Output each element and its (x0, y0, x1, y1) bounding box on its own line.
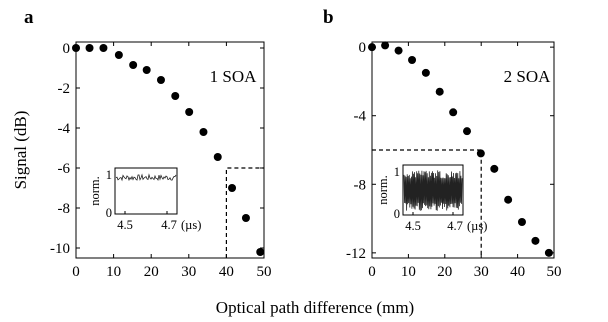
x-tick-label: 0 (368, 264, 376, 280)
inset-y-axis-label: norm. (376, 175, 390, 205)
data-point (435, 87, 444, 96)
data-point (156, 76, 165, 84)
inset: 1 0 norm. 4.5 4.7 (µs) (376, 164, 487, 233)
inset-y-tick-label: 0 (106, 206, 112, 220)
inset: 1 0 norm. 4.5 4.7 (µs) (88, 167, 201, 232)
y-axis-label: Signal (dB) (11, 111, 30, 190)
data-point (199, 128, 208, 136)
data-point (463, 127, 472, 136)
inset-x-tick-label: 4.7 (161, 218, 177, 232)
data-point (531, 236, 540, 245)
x-tick-label: 40 (510, 264, 525, 280)
data-point (394, 46, 403, 55)
data-point (129, 61, 138, 69)
x-tick-label: 40 (219, 264, 234, 280)
data-point (185, 108, 194, 116)
y-tick-label: -8 (58, 201, 71, 217)
panel-annotation: 2 SOA (504, 67, 551, 86)
data-point (490, 164, 499, 173)
inset-x-tick-label: 4.5 (117, 218, 133, 232)
data-point (213, 153, 222, 161)
x-tick-label: 30 (181, 264, 196, 280)
data-point (381, 41, 390, 50)
inset-x-tick-label: 4.7 (447, 219, 463, 233)
inset-y-tick-label: 0 (394, 207, 400, 221)
inset-frame (114, 167, 178, 215)
inset-y-tick-label: 1 (394, 165, 400, 179)
data-point (228, 184, 237, 192)
data-point (256, 248, 265, 256)
data-point (421, 68, 430, 77)
y-tick-label: -2 (58, 81, 71, 97)
x-tick-label: 50 (547, 264, 562, 280)
data-point (544, 248, 553, 257)
inset-x-tick-label: 4.5 (405, 219, 421, 233)
data-point (504, 195, 513, 204)
cutoff-dashed-line (225, 167, 264, 258)
inset-signal-trace (115, 173, 177, 182)
y-tick-label: -8 (354, 177, 367, 193)
y-tick-label: 0 (63, 41, 71, 57)
y-tick-label: -4 (354, 109, 367, 125)
y-tick-label: -10 (50, 241, 70, 257)
shared-x-axis-label: Optical path difference (mm) (216, 298, 414, 317)
data-point (72, 44, 80, 52)
data-point (85, 44, 94, 52)
panel-annotation: 1 SOA (210, 67, 257, 86)
data-point (449, 108, 458, 117)
x-tick-label: 30 (474, 264, 489, 280)
inset-x-unit: (µs) (467, 219, 487, 233)
x-tick-label: 50 (257, 264, 272, 280)
inset-signal-trace (403, 170, 463, 211)
data-point (99, 44, 108, 52)
data-point (368, 43, 376, 52)
x-tick-label: 20 (437, 264, 452, 280)
plot-frame (75, 41, 265, 259)
panel-label: b (323, 7, 334, 28)
panel-label: a (24, 7, 34, 28)
data-point (476, 149, 485, 158)
inset-y-tick-label: 1 (106, 168, 112, 182)
x-tick-label: 20 (144, 264, 159, 280)
inset-x-unit: (µs) (181, 218, 201, 232)
x-tick-label: 10 (106, 264, 121, 280)
data-point (114, 51, 123, 59)
y-tick-label: -4 (58, 121, 71, 137)
data-point (142, 66, 151, 74)
y-tick-label: -12 (346, 246, 366, 262)
x-tick-label: 10 (401, 264, 416, 280)
data-point (241, 214, 250, 222)
inset-y-axis-label: norm. (88, 176, 102, 206)
cutoff-dashed-line (372, 149, 482, 258)
x-tick-label: 0 (72, 264, 80, 280)
data-point (171, 92, 180, 100)
data-point (517, 218, 526, 226)
y-tick-label: 0 (359, 40, 367, 56)
data-point (408, 56, 417, 64)
y-tick-label: -6 (58, 161, 71, 177)
